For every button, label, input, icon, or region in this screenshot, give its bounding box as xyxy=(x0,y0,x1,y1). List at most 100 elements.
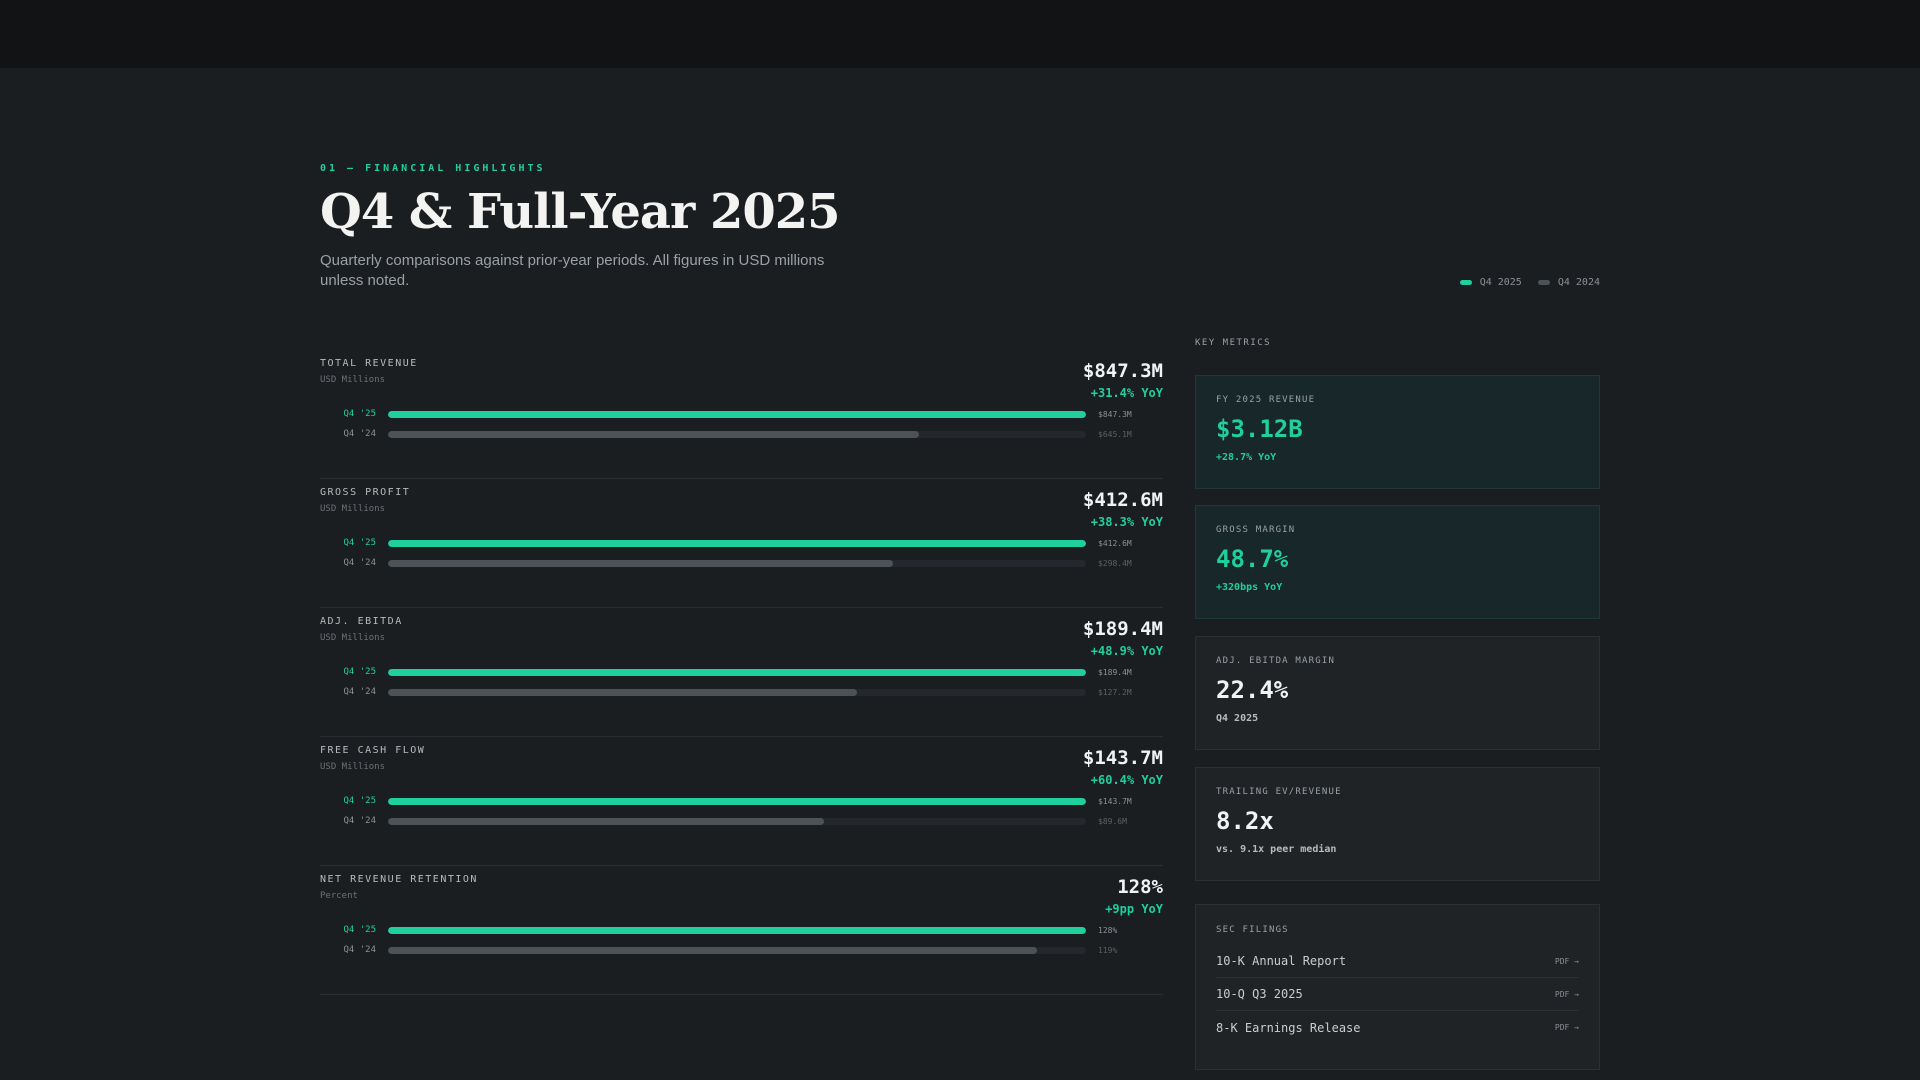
bar-fill-previous xyxy=(388,559,893,567)
bar-value-previous: $127.2M xyxy=(1098,687,1132,697)
bar-value-previous: $645.1M xyxy=(1098,429,1132,439)
metric-card-ebitda-margin: ADJ. EBITDA MARGIN 22.4% Q4 2025 xyxy=(1195,636,1600,750)
card-sub: Q4 2025 xyxy=(1216,713,1259,724)
metric-unit: USD Millions xyxy=(320,504,386,514)
bar-label-current: Q4 '25 xyxy=(343,409,376,419)
card-label: FY 2025 REVENUE xyxy=(1216,395,1316,405)
bar-fill-previous xyxy=(388,430,920,438)
metric-card-gross-margin: GROSS MARGIN 48.7% +320bps YoY xyxy=(1195,505,1600,619)
metric-change: +60.4% YoY xyxy=(1090,773,1163,787)
metric-change: +48.9% YoY xyxy=(1090,644,1163,658)
pdf-link[interactable]: PDF → xyxy=(1554,1023,1579,1032)
bar-row-current: Q4 '25 $412.6M xyxy=(320,537,1163,549)
page-header: 01 — FINANCIAL HIGHLIGHTS Q4 & Full-Year… xyxy=(320,163,880,291)
bar-track xyxy=(388,817,1086,825)
bar-row-current: Q4 '25 $189.4M xyxy=(320,666,1163,678)
metrics-list: TOTAL REVENUE USD Millions $847.3M +31.4… xyxy=(320,350,1163,995)
bar-value-current: $847.3M xyxy=(1098,409,1132,419)
bar-row-current: Q4 '25 $847.3M xyxy=(320,408,1163,420)
sec-filings-card: SEC FILINGS 10-K Annual Report PDF → 10-… xyxy=(1195,904,1600,1070)
chart-legend: Q4 2025 Q4 2024 xyxy=(1459,277,1600,288)
sec-filings-title: SEC FILINGS xyxy=(1216,925,1289,935)
bar-value-current: $143.7M xyxy=(1098,796,1132,806)
metric-value: 128% xyxy=(1117,876,1163,898)
card-value: $3.12B xyxy=(1216,415,1303,443)
metric-row: GROSS PROFIT USD Millions $412.6M +38.3%… xyxy=(320,479,1163,608)
bar-value-previous: $298.4M xyxy=(1098,558,1132,568)
metric-change: +31.4% YoY xyxy=(1090,386,1163,400)
metric-row: NET REVENUE RETENTION Percent 128% +9pp … xyxy=(320,866,1163,995)
filing-name[interactable]: 8-K Earnings Release xyxy=(1216,1020,1361,1035)
bar-label-previous: Q4 '24 xyxy=(343,429,376,439)
metric-change: +38.3% YoY xyxy=(1090,515,1163,529)
metric-name: TOTAL REVENUE xyxy=(320,358,418,369)
card-value: 48.7% xyxy=(1216,545,1289,573)
card-value: 22.4% xyxy=(1216,676,1289,704)
bar-value-previous: 119% xyxy=(1098,945,1118,955)
bar-value-current: $189.4M xyxy=(1098,667,1132,677)
bar-fill-current xyxy=(388,539,1086,547)
bar-label-current: Q4 '25 xyxy=(343,538,376,548)
pdf-link[interactable]: PDF → xyxy=(1554,989,1579,999)
page-subtitle: Quarterly comparisons against prior-year… xyxy=(320,251,825,289)
metric-row: ADJ. EBITDA USD Millions $189.4M +48.9% … xyxy=(320,608,1163,737)
bar-label-previous: Q4 '24 xyxy=(343,558,376,568)
filing-name[interactable]: 10-Q Q3 2025 xyxy=(1216,987,1303,1001)
bar-track xyxy=(388,410,1086,418)
metric-name: NET REVENUE RETENTION xyxy=(320,874,478,885)
metric-value: $847.3M xyxy=(1082,360,1163,382)
bar-label-previous: Q4 '24 xyxy=(343,687,376,697)
card-sub: +320bps YoY xyxy=(1216,582,1283,593)
pdf-link[interactable]: PDF → xyxy=(1554,956,1579,966)
bar-value-current: $412.6M xyxy=(1098,538,1132,548)
bar-label-current: Q4 '25 xyxy=(343,667,376,677)
card-sub: +28.7% YoY xyxy=(1216,452,1277,463)
bar-row-current: Q4 '25 128% xyxy=(320,924,1163,936)
bar-label-previous: Q4 '24 xyxy=(343,816,376,826)
bar-label-previous: Q4 '24 xyxy=(343,945,376,955)
bar-track xyxy=(388,797,1086,805)
bar-track xyxy=(388,688,1086,696)
metric-row: FREE CASH FLOW USD Millions $143.7M +60.… xyxy=(320,737,1163,866)
bar-fill-previous xyxy=(388,688,858,696)
metric-value: $143.7M xyxy=(1082,747,1163,769)
bar-fill-previous xyxy=(388,946,1038,954)
bar-fill-current xyxy=(388,410,1086,418)
bar-track xyxy=(388,559,1086,567)
bar-value-previous: $89.6M xyxy=(1098,816,1127,826)
metric-name: GROSS PROFIT xyxy=(320,487,411,498)
metric-value: $189.4M xyxy=(1082,618,1163,640)
metric-change: +9pp YoY xyxy=(1105,902,1163,916)
bar-track xyxy=(388,539,1086,547)
filing-row[interactable]: 10-K Annual Report PDF → xyxy=(1216,945,1579,978)
filing-name[interactable]: 10-K Annual Report xyxy=(1216,954,1347,968)
metric-unit: USD Millions xyxy=(320,762,386,772)
metric-value: $412.6M xyxy=(1082,489,1163,511)
bar-row-current: Q4 '25 $143.7M xyxy=(320,795,1163,807)
bar-fill-current xyxy=(388,926,1086,934)
bar-track xyxy=(388,430,1086,438)
legend-label-previous: Q4 2024 xyxy=(1557,277,1600,288)
key-metrics-panel: KEY METRICS FY 2025 REVENUE $3.12B +28.7… xyxy=(1195,338,1600,1070)
filing-row[interactable]: 10-Q Q3 2025 PDF → xyxy=(1216,978,1579,1011)
metric-card-fy-revenue: FY 2025 REVENUE $3.12B +28.7% YoY xyxy=(1195,375,1600,489)
metric-row: TOTAL REVENUE USD Millions $847.3M +31.4… xyxy=(320,350,1163,479)
bar-track xyxy=(388,668,1086,676)
top-bar xyxy=(0,0,1920,68)
bar-row-previous: Q4 '24 $89.6M xyxy=(320,815,1163,827)
legend-label-current: Q4 2025 xyxy=(1479,277,1522,288)
legend-swatch-previous xyxy=(1537,280,1550,285)
bar-row-previous: Q4 '24 $645.1M xyxy=(320,428,1163,440)
bar-label-current: Q4 '25 xyxy=(343,925,376,935)
legend-swatch-current xyxy=(1459,280,1472,285)
legend-item-previous: Q4 2024 xyxy=(1537,277,1600,288)
metric-unit: USD Millions xyxy=(320,633,386,643)
card-value: 8.2x xyxy=(1216,807,1274,835)
bar-fill-previous xyxy=(388,817,824,825)
card-label: ADJ. EBITDA MARGIN xyxy=(1216,656,1336,666)
metric-name: FREE CASH FLOW xyxy=(320,745,426,756)
filing-row[interactable]: 8-K Earnings Release PDF → xyxy=(1216,1011,1579,1044)
section-eyebrow: 01 — FINANCIAL HIGHLIGHTS xyxy=(320,163,546,174)
bar-track xyxy=(388,946,1086,954)
bar-row-previous: Q4 '24 $127.2M xyxy=(320,686,1163,698)
